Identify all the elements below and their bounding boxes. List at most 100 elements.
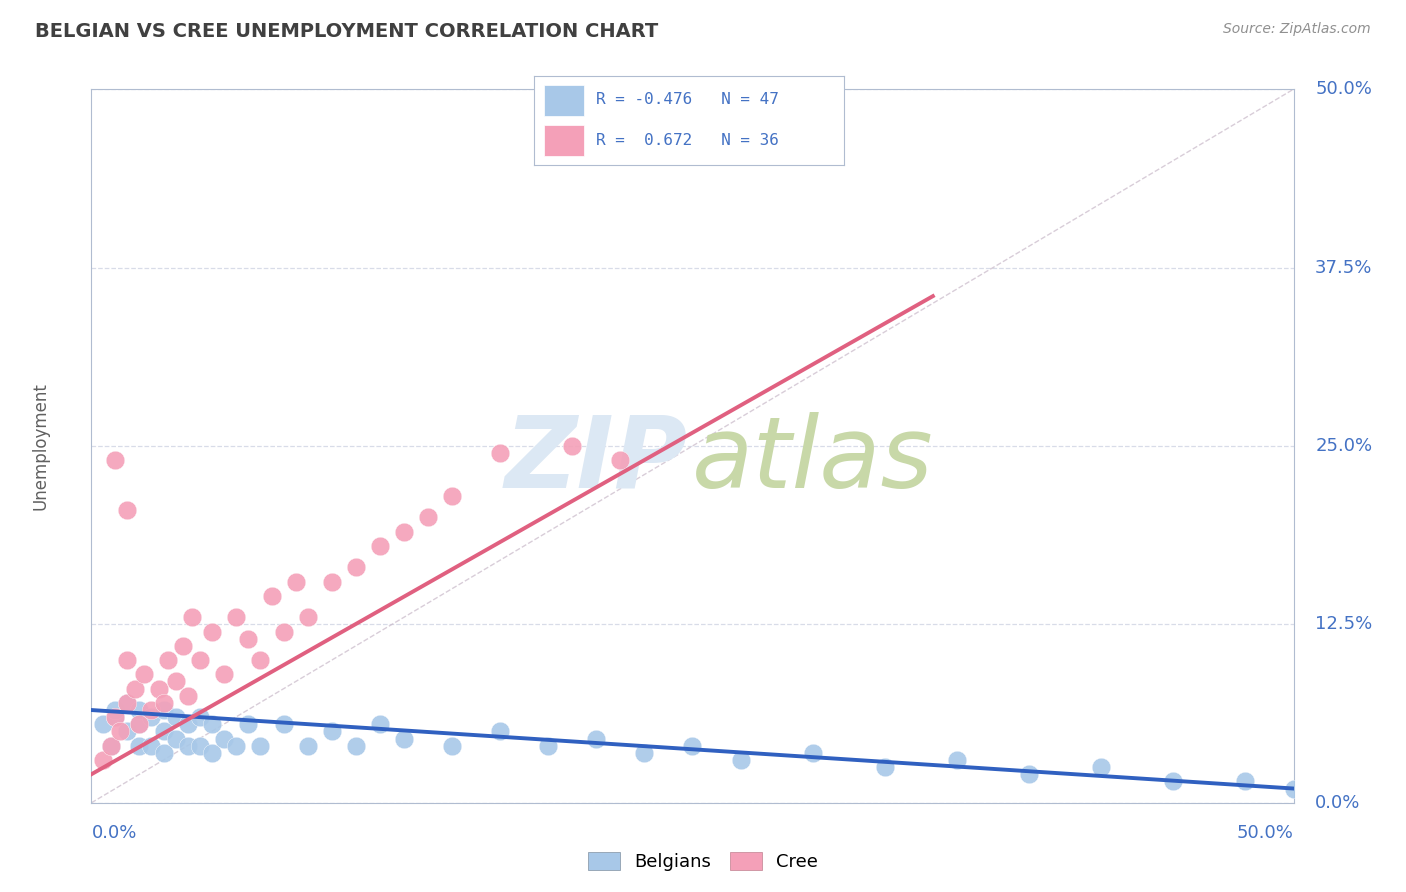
Point: [284, 574, 307, 589]
Point: [633, 746, 655, 760]
Point: [489, 724, 512, 739]
Text: ZIP: ZIP: [505, 412, 688, 508]
Point: [946, 753, 969, 767]
Point: [134, 667, 156, 681]
Text: 12.5%: 12.5%: [1315, 615, 1372, 633]
Point: [104, 453, 127, 467]
Point: [1090, 760, 1112, 774]
Text: R = -0.476   N = 47: R = -0.476 N = 47: [596, 93, 779, 107]
Point: [225, 739, 247, 753]
Legend: Belgians, Cree: Belgians, Cree: [581, 845, 825, 879]
Point: [152, 724, 174, 739]
Point: [368, 539, 391, 553]
Text: Unemployment: Unemployment: [31, 382, 49, 510]
Point: [440, 489, 463, 503]
Point: [128, 717, 150, 731]
Point: [165, 710, 187, 724]
Point: [201, 746, 224, 760]
Point: [141, 739, 163, 753]
Point: [152, 703, 174, 717]
Text: 50.0%: 50.0%: [1237, 824, 1294, 842]
Point: [93, 753, 115, 767]
Point: [165, 674, 187, 689]
Point: [297, 739, 319, 753]
Point: [110, 724, 132, 739]
Point: [201, 624, 224, 639]
Point: [165, 731, 187, 746]
Point: [117, 724, 139, 739]
Point: [344, 560, 367, 574]
Point: [1234, 774, 1257, 789]
Point: [148, 681, 170, 696]
Point: [157, 653, 180, 667]
Point: [152, 746, 174, 760]
Point: [176, 739, 198, 753]
Point: [368, 717, 391, 731]
Point: [801, 746, 824, 760]
Point: [585, 731, 607, 746]
Point: [392, 524, 415, 539]
Point: [273, 624, 295, 639]
Point: [100, 739, 122, 753]
Text: atlas: atlas: [692, 412, 934, 508]
Point: [188, 653, 211, 667]
Point: [440, 739, 463, 753]
Point: [181, 610, 204, 624]
Bar: [544, 85, 583, 116]
Text: R =  0.672   N = 36: R = 0.672 N = 36: [596, 133, 779, 147]
Point: [1161, 774, 1184, 789]
Text: Source: ZipAtlas.com: Source: ZipAtlas.com: [1223, 22, 1371, 37]
Point: [212, 731, 235, 746]
Point: [609, 453, 631, 467]
Text: 25.0%: 25.0%: [1315, 437, 1372, 455]
Point: [128, 739, 150, 753]
Point: [537, 739, 560, 753]
Point: [1282, 781, 1305, 796]
Text: BELGIAN VS CREE UNEMPLOYMENT CORRELATION CHART: BELGIAN VS CREE UNEMPLOYMENT CORRELATION…: [35, 22, 658, 41]
Text: 0.0%: 0.0%: [1315, 794, 1361, 812]
Point: [93, 717, 115, 731]
Text: 0.0%: 0.0%: [91, 824, 136, 842]
Point: [561, 439, 583, 453]
Point: [104, 703, 127, 717]
Point: [344, 739, 367, 753]
Point: [128, 703, 150, 717]
Point: [141, 703, 163, 717]
Point: [128, 717, 150, 731]
Point: [416, 510, 439, 524]
Point: [730, 753, 752, 767]
Text: 50.0%: 50.0%: [1315, 80, 1372, 98]
Point: [117, 696, 139, 710]
Point: [236, 632, 259, 646]
Point: [176, 717, 198, 731]
Point: [117, 503, 139, 517]
Point: [249, 653, 271, 667]
Point: [104, 710, 127, 724]
Point: [321, 574, 343, 589]
Point: [124, 681, 146, 696]
Point: [201, 717, 224, 731]
Point: [489, 446, 512, 460]
Point: [188, 710, 211, 724]
Point: [100, 739, 122, 753]
Point: [249, 739, 271, 753]
Text: 37.5%: 37.5%: [1315, 259, 1372, 277]
Point: [176, 689, 198, 703]
Point: [297, 610, 319, 624]
Point: [117, 696, 139, 710]
Point: [681, 739, 703, 753]
Point: [1018, 767, 1040, 781]
Point: [392, 731, 415, 746]
Point: [321, 724, 343, 739]
Point: [260, 589, 283, 603]
Point: [188, 739, 211, 753]
Point: [225, 610, 247, 624]
Point: [152, 696, 174, 710]
Point: [172, 639, 194, 653]
Point: [117, 653, 139, 667]
Point: [104, 710, 127, 724]
Point: [273, 717, 295, 731]
Point: [236, 717, 259, 731]
Point: [212, 667, 235, 681]
Point: [141, 710, 163, 724]
